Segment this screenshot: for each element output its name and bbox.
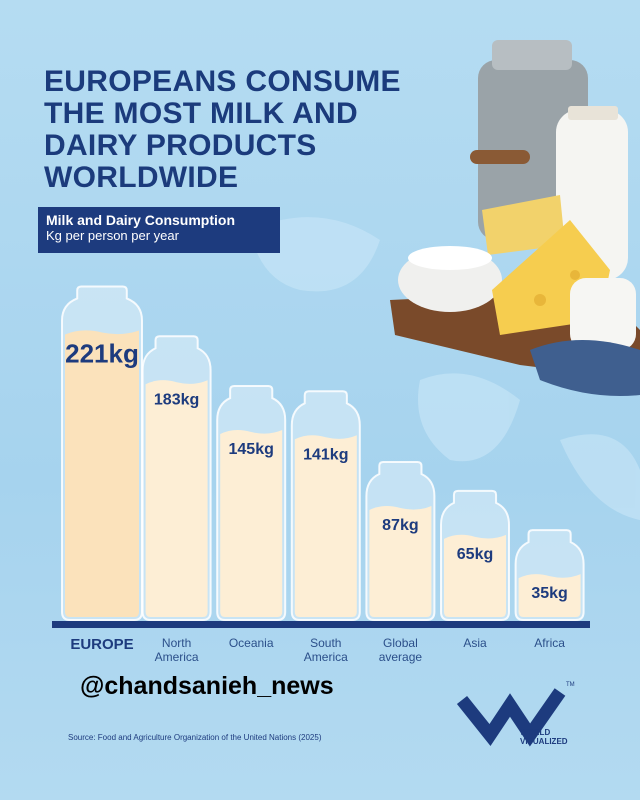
value-label: 221kg bbox=[65, 338, 139, 368]
dairy-illustration bbox=[390, 40, 640, 396]
value-label: 183kg bbox=[154, 391, 199, 408]
subtitle-box: Milk and Dairy Consumption Kg per person… bbox=[38, 207, 280, 253]
category-label: Asia bbox=[463, 636, 487, 650]
value-label: 145kg bbox=[229, 441, 274, 458]
bar bbox=[294, 435, 357, 617]
category-label: Africa bbox=[534, 636, 565, 650]
value-label: 65kg bbox=[457, 546, 493, 563]
category-label: Global average bbox=[378, 636, 423, 664]
title: EUROPEANS CONSUME THE MOST MILK AND DAIR… bbox=[44, 65, 401, 194]
category-label: Oceania bbox=[228, 636, 274, 650]
watermark: @chandsanieh_news bbox=[80, 672, 334, 700]
source: Source: Food and Agriculture Organizatio… bbox=[68, 733, 322, 742]
map-decoration bbox=[250, 217, 640, 520]
baseline bbox=[52, 621, 590, 628]
category-label: South America bbox=[303, 636, 348, 664]
subtitle: Milk and Dairy Consumption bbox=[46, 212, 236, 228]
bar bbox=[369, 505, 432, 617]
bar bbox=[444, 534, 506, 617]
unit-note: Kg per person per year bbox=[46, 228, 179, 243]
logo-mark bbox=[456, 688, 566, 747]
bar bbox=[145, 380, 208, 617]
category-label: North America bbox=[154, 636, 199, 664]
logo-text: WORLD VISUALIZED bbox=[520, 728, 568, 746]
value-label: 87kg bbox=[382, 517, 418, 534]
category-label: EUROPE bbox=[70, 636, 134, 653]
value-label: 35kg bbox=[531, 585, 567, 602]
bar bbox=[518, 574, 581, 617]
bar bbox=[65, 330, 139, 617]
bar bbox=[220, 429, 283, 617]
value-label: 141kg bbox=[303, 446, 348, 463]
logo-trademark: TM bbox=[566, 682, 575, 688]
